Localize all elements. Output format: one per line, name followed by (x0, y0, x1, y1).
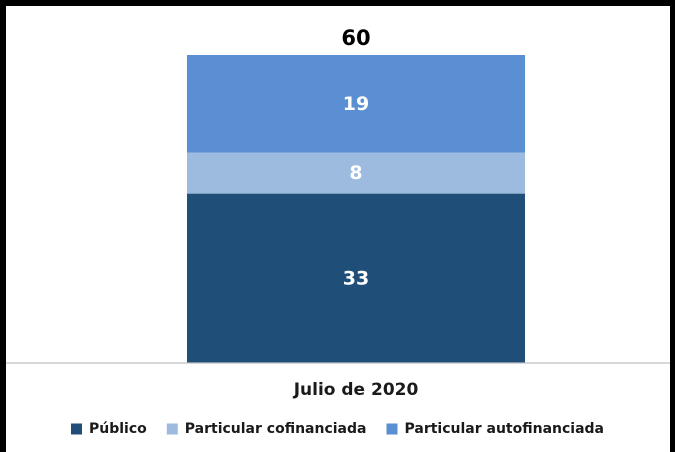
total-label: 60 (341, 26, 370, 50)
legend-swatch (71, 423, 82, 435)
bar-segment-particular-cofinanciada (187, 152, 525, 194)
legend-label: Particular autofinanciada (404, 421, 604, 437)
legend-item-particular-cofinanciada: Particular cofinanciada (166, 421, 367, 437)
data-label-publico: 33 (343, 267, 369, 289)
data-label-particular-autofinanciada: 19 (343, 93, 369, 115)
legend-label: Particular cofinanciada (185, 421, 367, 437)
bar-segment-publico (187, 193, 525, 363)
bar-segment-particular-autofinanciada (187, 55, 525, 153)
legend-item-publico: Público (71, 421, 147, 437)
legend-swatch (386, 423, 398, 435)
legend: Público Particular cofinanciada Particular… (71, 421, 604, 437)
legend-label: Público (89, 421, 147, 437)
legend-item-particular-autofinanciada: Particular autofinanciada (386, 421, 604, 437)
category-label: Julio de 2020 (293, 380, 419, 400)
labels-group: 33 8 19 60 Julio de 2020 (293, 26, 419, 400)
legend-swatch (166, 423, 178, 435)
data-label-particular-cofinanciada: 8 (349, 162, 362, 184)
bars-group (187, 55, 525, 363)
